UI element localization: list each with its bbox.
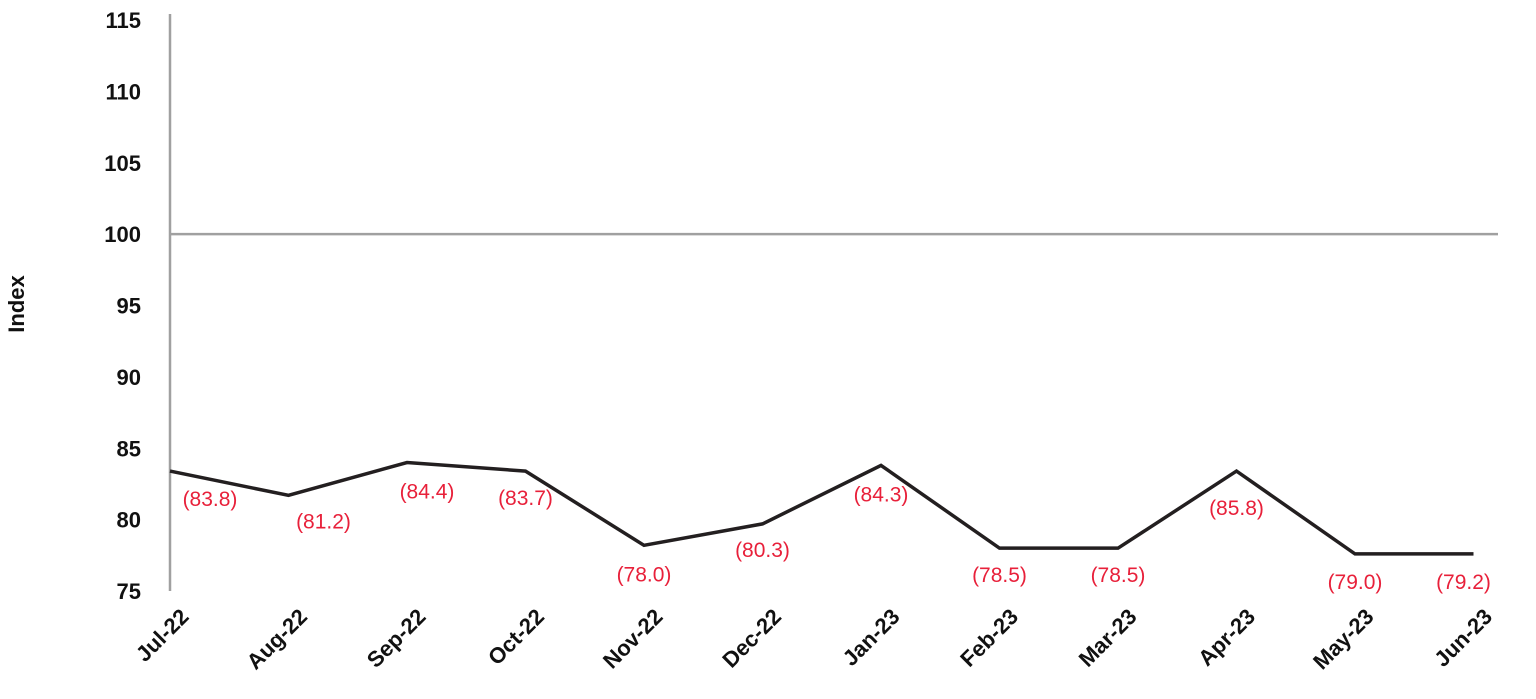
data-label: (79.2) <box>1436 571 1491 594</box>
y-tick-label: 90 <box>117 365 141 390</box>
data-label: (78.5) <box>972 564 1027 587</box>
data-label: (80.3) <box>735 539 790 562</box>
data-label: (84.4) <box>400 481 455 504</box>
x-tick-label: Sep-22 <box>362 604 431 673</box>
y-axis-ticks: 115 110 105 100 95 90 85 80 75 <box>104 8 141 604</box>
x-tick-label: Aug-22 <box>242 604 312 674</box>
data-label: (78.5) <box>1091 564 1146 587</box>
x-axis-ticks: Jul-22 Aug-22 Sep-22 Oct-22 Nov-22 Dec-22 Jan-… <box>131 604 1497 674</box>
data-label: (79.0) <box>1328 571 1383 594</box>
x-tick-label: Jul-22 <box>131 604 194 667</box>
x-tick-label: Jun-23 <box>1429 604 1497 672</box>
data-label: (85.8) <box>1209 497 1264 520</box>
x-tick-label: Mar-23 <box>1074 604 1142 672</box>
x-tick-label: Nov-22 <box>598 604 668 674</box>
y-tick-label: 110 <box>106 79 142 104</box>
data-label: (83.8) <box>183 488 238 511</box>
data-label: (84.3) <box>854 483 909 506</box>
data-labels: (83.8) (81.2) (84.4) (83.7) (78.0) (80.3) (84.… <box>183 481 1491 594</box>
x-tick-label: Apr-23 <box>1193 604 1260 671</box>
y-tick-label: 100 <box>104 222 141 247</box>
x-tick-label: Feb-23 <box>955 604 1023 672</box>
y-axis-title: Index <box>4 275 29 333</box>
data-label: (83.7) <box>498 487 553 510</box>
y-tick-label: 105 <box>104 151 141 176</box>
y-tick-label: 95 <box>117 294 141 319</box>
x-tick-label: May-23 <box>1308 604 1378 674</box>
y-tick-label: 115 <box>106 8 142 33</box>
y-tick-label: 75 <box>117 579 141 604</box>
data-label: (78.0) <box>617 563 672 586</box>
x-tick-label: Oct-22 <box>483 604 549 670</box>
x-tick-label: Jan-23 <box>838 604 905 671</box>
x-tick-label: Dec-22 <box>717 604 786 673</box>
series-line <box>169 460 1474 556</box>
data-label: (81.2) <box>296 510 351 533</box>
y-tick-label: 80 <box>117 508 141 533</box>
y-tick-label: 85 <box>117 436 141 461</box>
